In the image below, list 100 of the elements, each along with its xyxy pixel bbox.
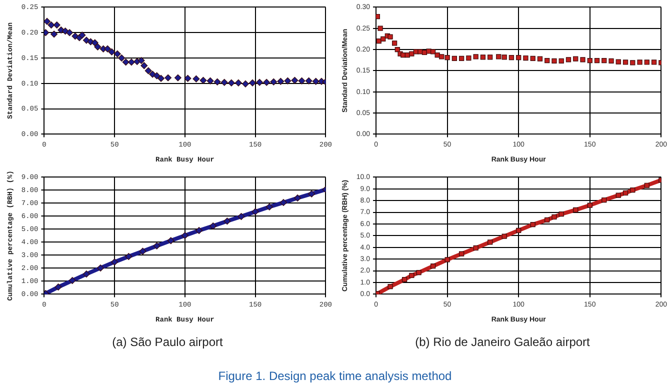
point: [587, 202, 592, 208]
point: [224, 218, 231, 225]
point: [473, 245, 478, 251]
point: [104, 45, 112, 52]
point: [305, 77, 312, 84]
point: [630, 188, 636, 193]
point: [53, 21, 60, 28]
point: [530, 222, 536, 228]
point: [68, 277, 76, 284]
point: [144, 67, 152, 74]
point: [502, 234, 507, 239]
point: [44, 18, 51, 25]
point: [573, 56, 578, 62]
point: [488, 240, 493, 245]
point: [430, 264, 436, 269]
point: [118, 54, 126, 62]
point: [594, 58, 600, 64]
point: [378, 26, 383, 31]
point: [516, 228, 522, 233]
point: [530, 56, 536, 61]
point: [416, 270, 422, 276]
point: [409, 51, 414, 56]
point: [573, 207, 578, 213]
text: (b) Rio de Janeiro Galeão airport: [414, 335, 591, 349]
point: [48, 21, 55, 28]
point: [78, 32, 86, 39]
point: [122, 58, 130, 66]
point: [430, 49, 436, 54]
point: [392, 40, 398, 46]
point: [602, 197, 607, 203]
point: [409, 272, 414, 278]
point: [50, 30, 58, 38]
point: [402, 277, 408, 282]
point: [644, 182, 650, 188]
point: [210, 222, 217, 230]
point: [206, 77, 214, 84]
point: [480, 54, 486, 60]
point: [488, 54, 493, 60]
point: [214, 78, 221, 86]
point: [138, 57, 145, 64]
point: [256, 78, 264, 86]
point: [291, 76, 298, 84]
point: [418, 49, 423, 54]
point: [280, 199, 287, 206]
point: [164, 74, 172, 82]
point: [140, 62, 148, 70]
point: [459, 56, 464, 61]
point: [602, 58, 607, 64]
point: [234, 79, 242, 86]
point: [580, 57, 586, 62]
point: [622, 60, 628, 65]
point: [552, 214, 557, 220]
point: [228, 79, 235, 86]
point: [452, 56, 457, 61]
point: [459, 251, 464, 256]
point: [200, 76, 207, 84]
point: [434, 52, 440, 58]
point: [496, 54, 502, 60]
point: [616, 59, 621, 64]
caption: Figure 1. Design peak time analysis method: [217, 369, 453, 383]
point: [544, 217, 550, 222]
point: [192, 75, 200, 82]
point: [97, 264, 104, 272]
point: [54, 284, 62, 291]
point: [537, 56, 543, 62]
point: [196, 227, 203, 234]
point: [508, 55, 514, 60]
point: [284, 77, 292, 84]
point: [544, 58, 550, 64]
point: [608, 58, 614, 64]
text: (a) São Paulo airport: [111, 335, 224, 349]
point: [139, 248, 146, 255]
point: [242, 80, 249, 88]
point: [380, 36, 386, 42]
point: [277, 78, 284, 85]
point: [94, 43, 102, 50]
point: [158, 74, 165, 82]
point: [111, 258, 118, 266]
point: [181, 232, 188, 239]
point: [426, 48, 432, 54]
point: [153, 242, 160, 250]
point: [651, 60, 657, 65]
point: [523, 55, 528, 61]
point: [444, 55, 450, 60]
point: [558, 58, 564, 64]
point: [637, 60, 642, 65]
point: [308, 190, 316, 198]
point: [616, 192, 621, 198]
point: [153, 72, 160, 80]
point: [473, 54, 478, 60]
point: [388, 284, 393, 290]
point: [552, 58, 557, 64]
point: [439, 54, 444, 60]
point: [238, 212, 245, 220]
point: [444, 257, 450, 262]
point: [558, 211, 564, 217]
point: [266, 203, 273, 210]
point: [630, 60, 636, 66]
point: [312, 78, 320, 85]
point: [91, 39, 98, 46]
